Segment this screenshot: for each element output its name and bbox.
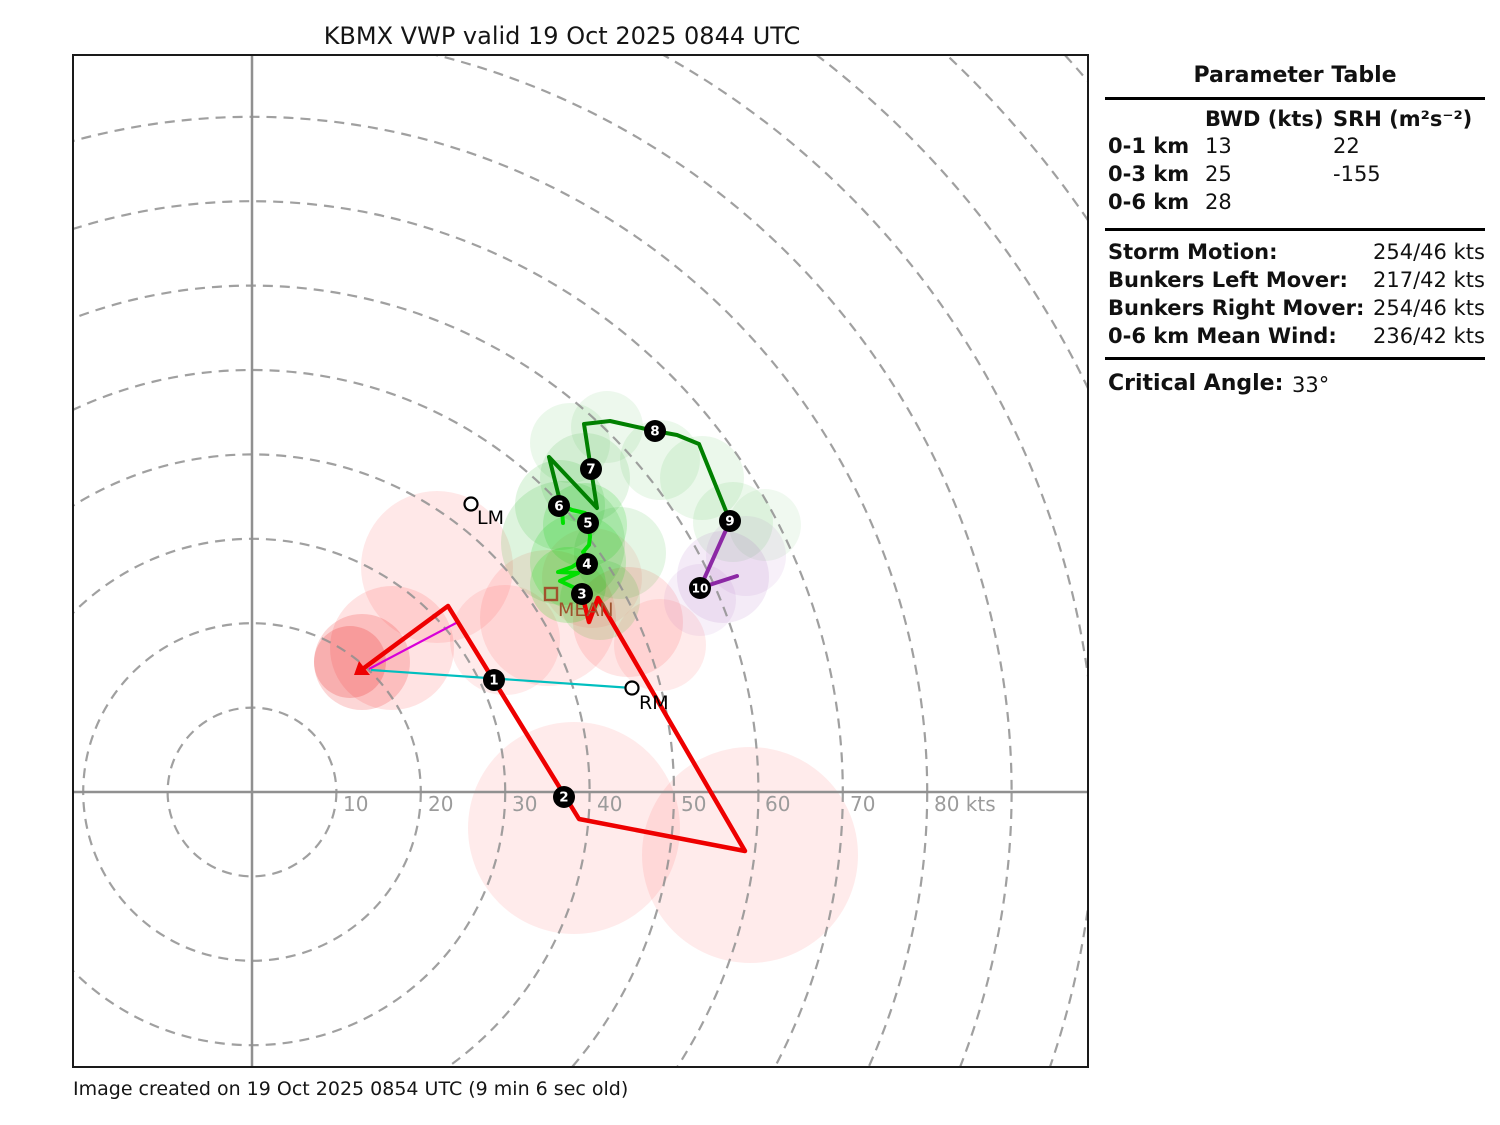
parameter-panel: Parameter Table BWD (kts) SRH (m²s⁻²) 0-… xyxy=(1105,64,1485,401)
rms-shade-circle xyxy=(542,528,642,628)
ring-label-80kts: 80 kts xyxy=(934,792,996,816)
trace-6-9km xyxy=(547,419,732,523)
footer-note: Image created on 19 Oct 2025 0854 UTC (9… xyxy=(73,1078,629,1100)
plot-area: 10 20 30 40 50 60 70 80 kts LM RM MEAN 1 2 3 4 5 6 7 8 9 10 xyxy=(74,56,1087,1066)
rms-shade-circle xyxy=(468,722,680,934)
rms-shade-circle xyxy=(450,585,560,695)
rms-shade-circle xyxy=(573,567,683,677)
height-marker-7 xyxy=(580,458,602,480)
storm-motion-value: 254/46 kts xyxy=(1373,240,1485,264)
panel-title: Parameter Table xyxy=(1193,63,1397,88)
rms-shade-circle xyxy=(501,481,625,605)
rms-shade-circle xyxy=(314,626,386,698)
mean-label: MEAN xyxy=(558,599,614,621)
mean-wind-value: 236/42 kts xyxy=(1373,324,1485,348)
table-corner-cell xyxy=(1105,106,1205,132)
height-marker-1 xyxy=(483,669,505,691)
parameter-table: BWD (kts) SRH (m²s⁻²) 0-1 km 13 22 0-3 k… xyxy=(1105,106,1485,216)
lm-marker xyxy=(463,496,479,512)
bwd-0-1km: 13 xyxy=(1205,134,1232,158)
rms-shade-circle xyxy=(314,614,410,710)
height-marker-label-10: 10 xyxy=(692,582,709,596)
critical-angle-row: Critical Angle: 33° xyxy=(1105,369,1485,401)
page-title: KBMX VWP valid 19 Oct 2025 0844 UTC xyxy=(323,22,801,50)
storm-motion-table: Storm Motion: 254/46 kts Bunkers Left Mo… xyxy=(1105,238,1485,350)
mean-marker xyxy=(543,586,559,602)
row-label-0-1km: 0-1 km xyxy=(1108,134,1190,158)
bunkers-right-value: 254/46 kts xyxy=(1373,296,1485,320)
critical-angle-label: Critical Angle: xyxy=(1108,371,1284,396)
rms-shade-circle xyxy=(620,420,700,500)
critical-angle-value: 33° xyxy=(1292,373,1330,397)
height-marker-5 xyxy=(577,512,599,534)
rms-shade-circle xyxy=(729,489,801,561)
rms-shade-circle xyxy=(664,564,736,636)
height-marker-label-8: 8 xyxy=(650,424,659,440)
height-marker-3 xyxy=(571,583,593,605)
rms-shade-circle xyxy=(706,516,786,596)
rm-label: RM xyxy=(639,692,669,714)
height-marker-4 xyxy=(576,553,598,575)
ring-label-50: 50 xyxy=(681,792,706,816)
srh-0-3km: -155 xyxy=(1333,162,1381,186)
height-marker-2 xyxy=(553,786,575,808)
mean-wind-label: 0-6 km Mean Wind: xyxy=(1108,324,1337,348)
shear-line xyxy=(368,621,459,670)
ring-label-30: 30 xyxy=(512,792,537,816)
height-marker-label-6: 6 xyxy=(554,499,563,515)
lm-label: LM xyxy=(477,507,504,529)
panel-divider xyxy=(1105,357,1485,360)
height-marker-label-4: 4 xyxy=(582,557,591,573)
srh-0-1km: 22 xyxy=(1333,134,1360,158)
ring-label-20: 20 xyxy=(428,792,453,816)
srh-0-6km xyxy=(1333,188,1485,216)
bunkers-right-label: Bunkers Right Mover: xyxy=(1108,296,1365,320)
ring-label-70: 70 xyxy=(850,792,875,816)
height-marker-label-9: 9 xyxy=(725,514,734,530)
rm-marker xyxy=(624,680,640,696)
height-marker-label-5: 5 xyxy=(583,516,592,532)
column-header-bwd: BWD (kts) xyxy=(1205,107,1324,131)
row-label-0-6km: 0-6 km xyxy=(1108,190,1190,214)
height-marker-8 xyxy=(644,420,666,442)
bunkers-left-value: 217/42 kts xyxy=(1373,268,1485,292)
ring-label-60: 60 xyxy=(765,792,790,816)
ring-label-10: 10 xyxy=(343,792,368,816)
row-label-0-3km: 0-3 km xyxy=(1108,162,1190,186)
rms-shade-circle xyxy=(574,507,666,599)
rms-shade-circle xyxy=(677,531,769,623)
height-marker-10 xyxy=(689,577,711,599)
rms-shade-circle xyxy=(642,747,858,963)
bwd-0-6km: 28 xyxy=(1205,190,1232,214)
height-marker-9 xyxy=(719,510,741,532)
storm-motion-label: Storm Motion: xyxy=(1108,240,1278,264)
height-marker-label-7: 7 xyxy=(586,462,595,478)
height-marker-label-1: 1 xyxy=(489,673,498,689)
surface-wind-arrow xyxy=(354,661,370,675)
rms-shade-circle xyxy=(361,491,513,643)
height-marker-label-3: 3 xyxy=(577,587,586,603)
column-header-srh: SRH (m²s⁻²) xyxy=(1333,107,1473,131)
trace-0-3km xyxy=(361,591,748,854)
panel-divider xyxy=(1105,228,1485,231)
bunkers-left-label: Bunkers Left Mover: xyxy=(1108,268,1348,292)
plot-border xyxy=(72,54,1089,1068)
bwd-0-3km: 25 xyxy=(1205,162,1232,186)
panel-divider xyxy=(1105,97,1485,100)
ring-label-40: 40 xyxy=(597,792,622,816)
height-marker-label-2: 2 xyxy=(559,790,568,806)
height-marker-6 xyxy=(548,495,570,517)
